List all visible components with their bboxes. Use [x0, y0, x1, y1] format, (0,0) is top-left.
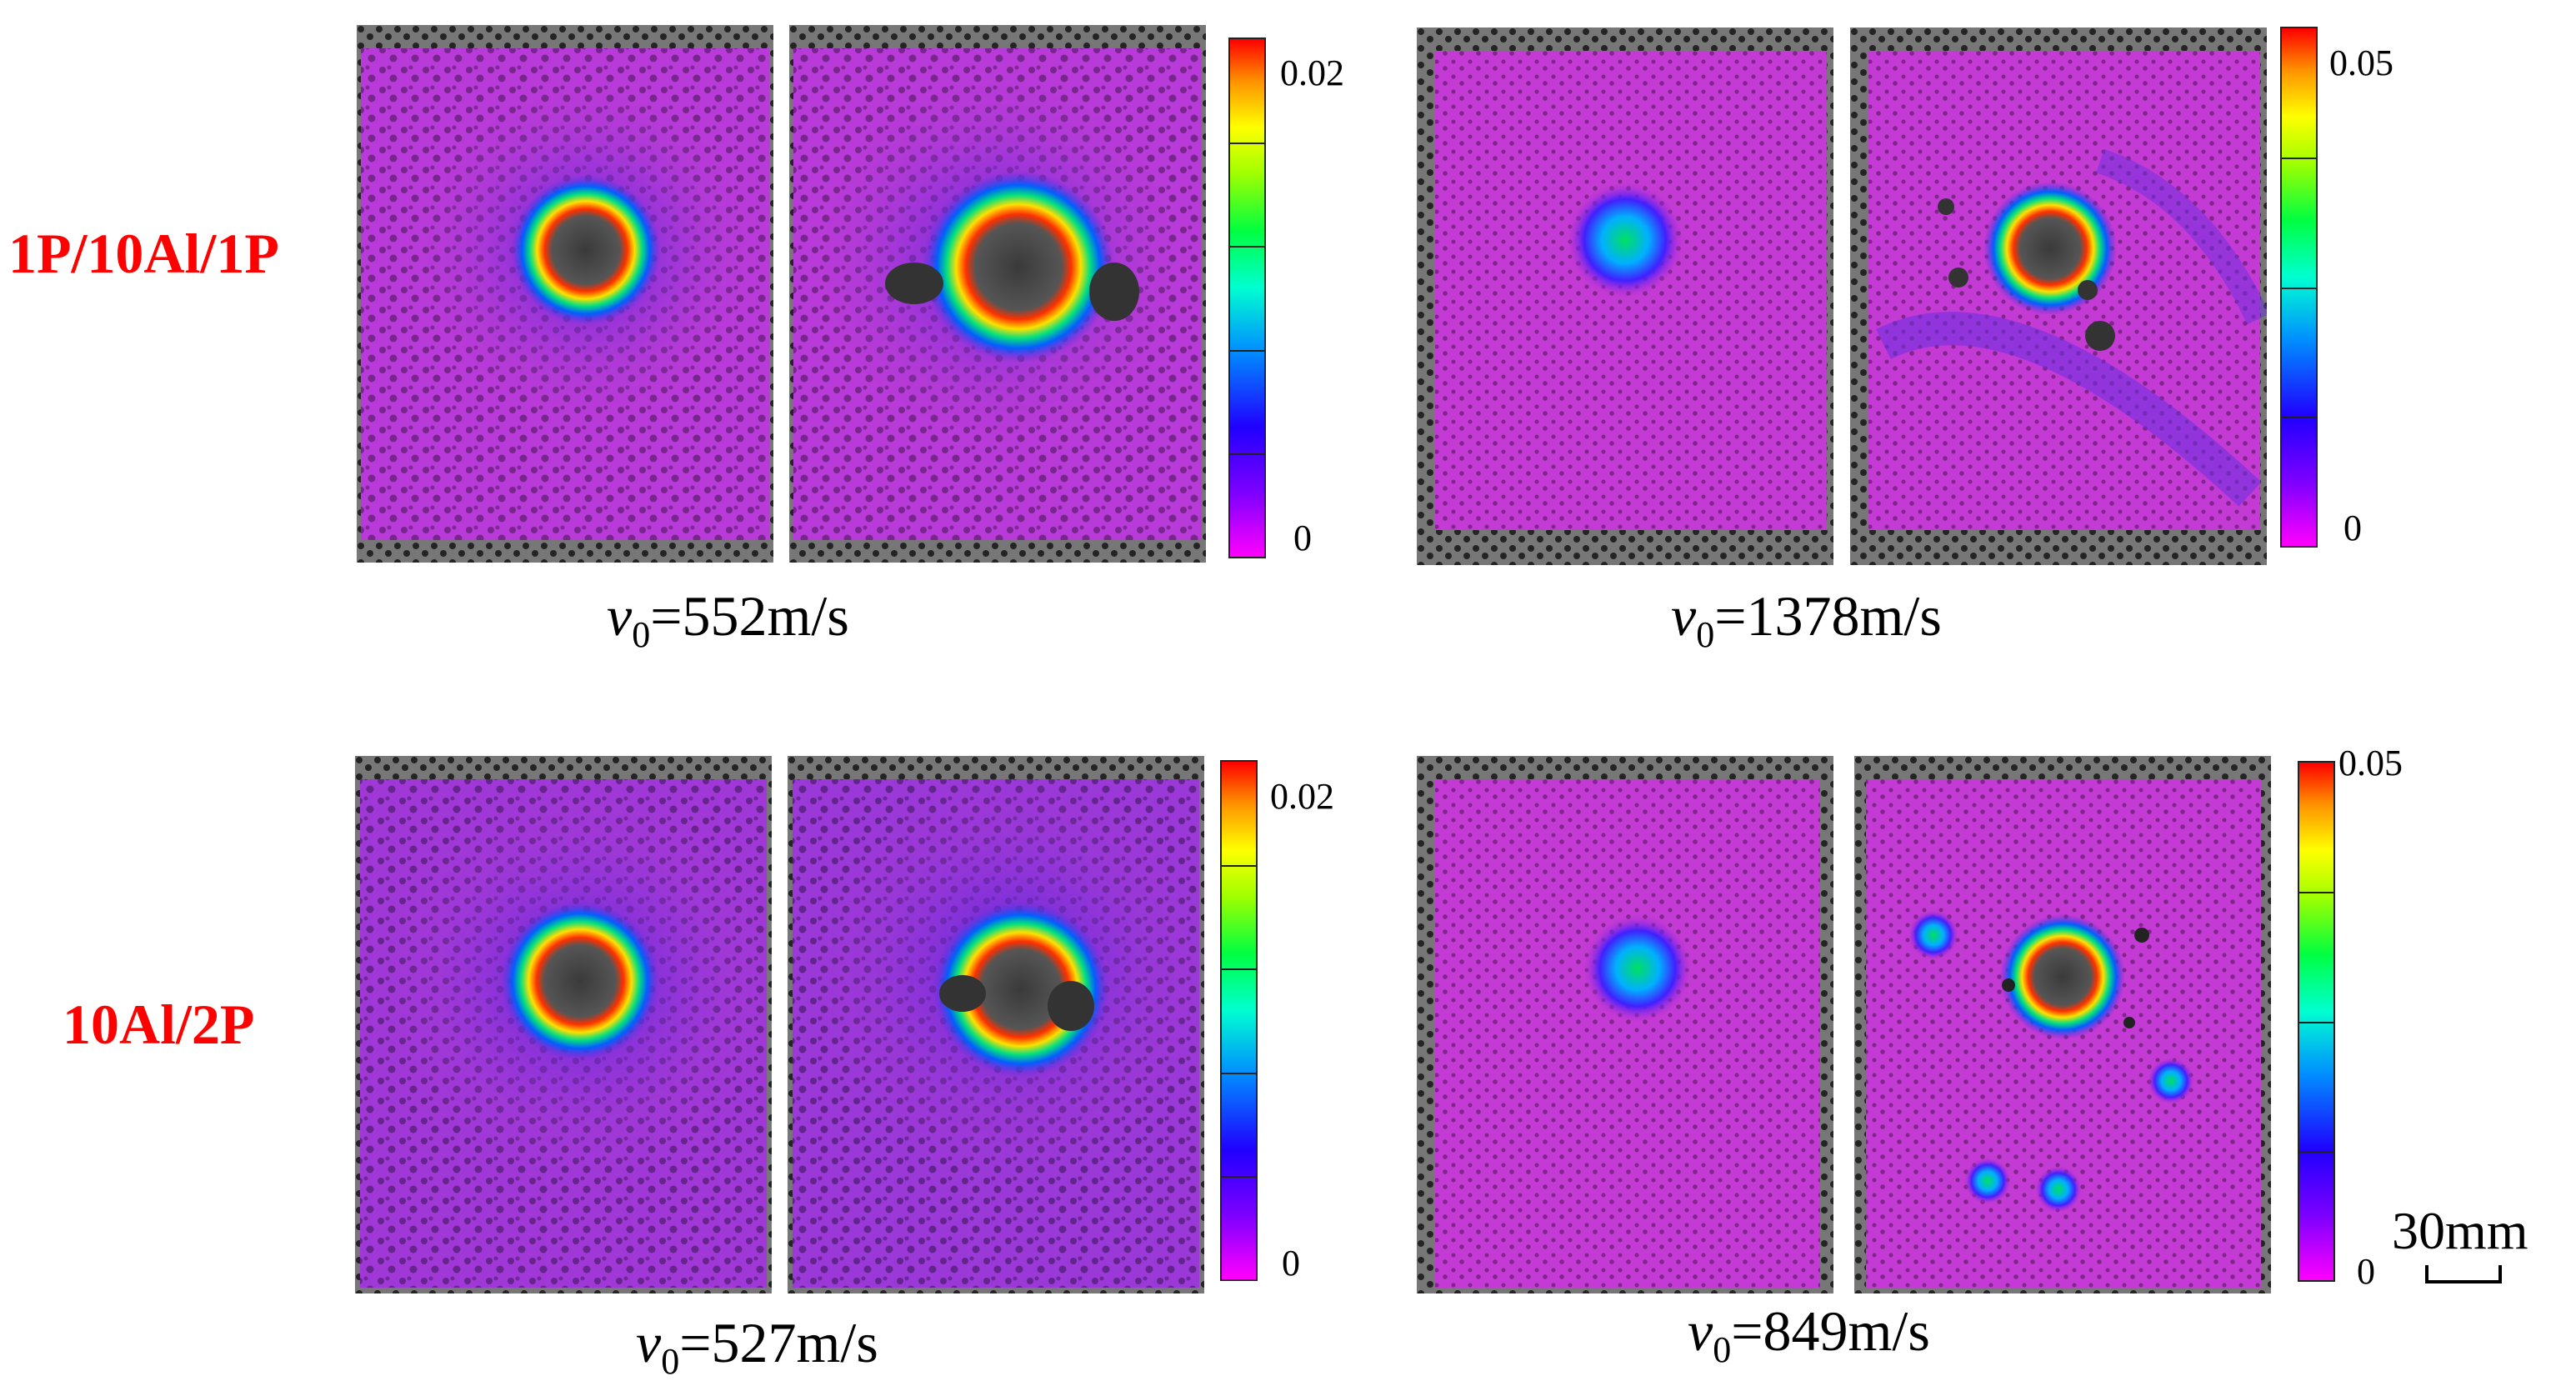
velocity-caption: v0=527m/s — [636, 1311, 878, 1382]
strain-image-panel — [788, 756, 1204, 1293]
strain-image-panel — [789, 25, 1206, 563]
row-label-bottom: 10Al/2P — [63, 993, 255, 1056]
colorbar-min-label: 0 — [2343, 508, 2362, 548]
colorbar-max-label: 0.02 — [1270, 776, 1334, 817]
strain-image-panel — [1850, 28, 2267, 565]
colorbar-max-label: 0.02 — [1280, 53, 1344, 93]
strain-field-image — [1417, 28, 1833, 565]
velocity-caption: v0=849m/s — [1688, 1299, 1930, 1370]
colorbar — [1228, 38, 1266, 558]
strain-field-image — [1854, 756, 2271, 1293]
strain-field-image — [1850, 28, 2267, 565]
strain-image-panel — [1417, 28, 1833, 565]
strain-image-panel — [1854, 756, 2271, 1293]
strain-field-image — [357, 25, 773, 563]
strain-field-image — [355, 756, 772, 1293]
strain-image-panel — [355, 756, 772, 1293]
velocity-caption: v0=552m/s — [607, 584, 849, 655]
velocity-caption: v0=1378m/s — [1671, 584, 1942, 655]
strain-field-image — [788, 756, 1204, 1293]
strain-field-image — [1417, 756, 1833, 1293]
row-label-top: 1P/10Al/1P — [8, 222, 279, 285]
colorbar-min-label: 0 — [1282, 1243, 1300, 1283]
colorbar — [1220, 760, 1258, 1281]
colorbar — [2280, 27, 2318, 548]
strain-image-panel — [1417, 756, 1833, 1293]
colorbar-min-label: 0 — [2357, 1251, 2375, 1292]
colorbar-max-label: 0.05 — [2329, 43, 2393, 83]
colorbar-min-label: 0 — [1293, 518, 1312, 558]
strain-field-image — [789, 25, 1206, 563]
scale-bar-label: 30mm — [2392, 1201, 2528, 1260]
strain-image-panel — [357, 25, 773, 563]
scale-bar — [2425, 1265, 2502, 1283]
colorbar — [2298, 761, 2335, 1282]
colorbar-max-label: 0.05 — [2338, 743, 2403, 783]
